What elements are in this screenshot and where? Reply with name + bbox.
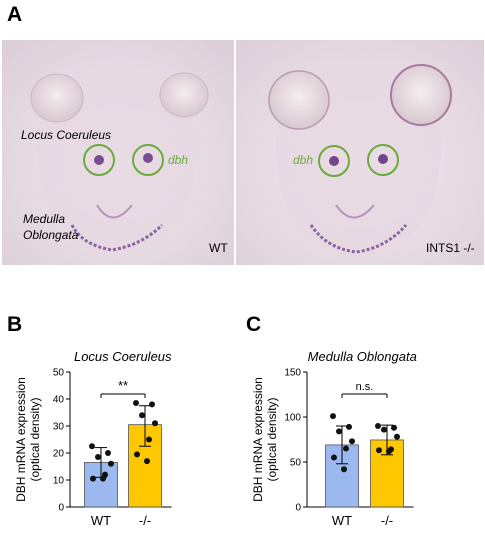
locus-coeruleus-circle-left-mutant xyxy=(318,145,350,177)
y-tick-label: 50 xyxy=(53,368,65,379)
label-dbh-left: dbh xyxy=(168,153,189,167)
y-tick-label: 0 xyxy=(58,503,64,514)
data-point xyxy=(144,458,150,465)
panel-letter-b: B xyxy=(7,313,23,336)
label-genotype-ints1: INTS1 -/- xyxy=(426,241,475,255)
data-point xyxy=(375,423,381,429)
significance-label: n.s. xyxy=(356,381,374,393)
data-point xyxy=(89,443,95,450)
data-point xyxy=(152,420,158,427)
data-point xyxy=(108,460,114,467)
microscopy-image-wt xyxy=(2,40,234,265)
locus-coeruleus-circle-right xyxy=(132,144,164,176)
data-point xyxy=(346,423,352,430)
data-point xyxy=(133,400,139,407)
panel-letter-c: C xyxy=(246,313,262,336)
y-axis-label: DBH mRNA expression(optical density) xyxy=(14,377,42,502)
y-tick-label: 40 xyxy=(53,395,65,406)
chart-title: Locus Coeruleus xyxy=(74,349,172,364)
data-point xyxy=(331,454,337,461)
y-axis-label-line: DBH mRNA expression xyxy=(14,377,28,502)
data-point xyxy=(386,448,392,455)
data-point xyxy=(100,475,106,482)
y-tick-label: 30 xyxy=(53,422,65,433)
data-point xyxy=(341,466,347,473)
data-point xyxy=(349,438,355,445)
x-tick-label: -/- xyxy=(381,513,393,528)
y-axis-label: DBH mRNA expression(optical density) xyxy=(251,377,279,502)
label-medulla-oblongata: Medulla Oblongata xyxy=(23,212,79,242)
y-tick-label: 150 xyxy=(284,368,301,379)
label-dbh-right: dbh xyxy=(293,153,314,167)
data-point xyxy=(146,436,152,443)
data-point xyxy=(343,445,349,452)
panel-letter-a: A xyxy=(7,3,23,26)
y-tick-label: 100 xyxy=(284,413,301,424)
data-point xyxy=(134,451,140,458)
chart-medulla-oblongata: Medulla Oblongata DBH mRNA expression(opt… xyxy=(251,349,417,528)
data-point xyxy=(376,447,382,454)
data-point xyxy=(105,450,111,456)
data-point xyxy=(336,428,342,435)
data-point xyxy=(139,412,145,419)
data-point xyxy=(149,401,155,408)
chart-locus-coeruleus: Locus Coeruleus DBH mRNA expression(optic… xyxy=(14,349,172,528)
data-point xyxy=(391,424,397,431)
data-point xyxy=(95,454,101,461)
y-tick-label: 0 xyxy=(295,503,301,514)
significance-label: ** xyxy=(118,378,128,393)
x-tick-label: WT xyxy=(91,513,111,528)
y-tick-label: 10 xyxy=(53,476,65,487)
label-genotype-wt: WT xyxy=(209,241,228,255)
chart-title: Medulla Oblongata xyxy=(308,349,417,364)
data-point xyxy=(90,475,96,482)
y-axis-label-line: DBH mRNA expression xyxy=(251,377,265,502)
y-axis-label-line: (optical density) xyxy=(265,397,279,481)
x-tick-label: -/- xyxy=(139,513,151,528)
microscopy-image-ints1 xyxy=(236,40,484,265)
data-point xyxy=(330,413,336,420)
label-locus-coeruleus: Locus Coeruleus xyxy=(21,128,112,142)
y-tick-label: 20 xyxy=(53,449,65,460)
data-point xyxy=(381,426,387,433)
locus-coeruleus-circle-right-mutant xyxy=(367,144,399,176)
x-tick-label: WT xyxy=(332,513,352,528)
y-tick-label: 50 xyxy=(290,458,302,469)
data-point xyxy=(394,433,400,440)
y-axis-label-line: (optical density) xyxy=(28,397,42,481)
locus-coeruleus-circle-left xyxy=(83,144,115,176)
